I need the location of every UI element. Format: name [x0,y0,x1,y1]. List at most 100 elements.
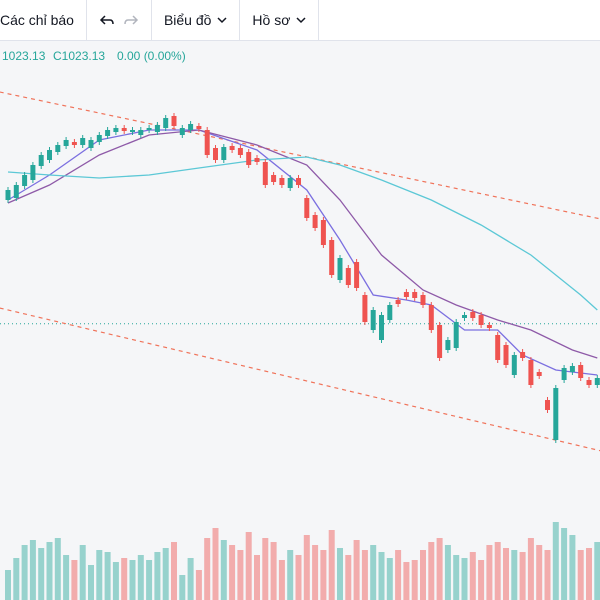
candle-body [312,215,318,228]
candle-body [503,345,509,365]
candle-body [420,295,426,305]
candle-body [229,146,235,150]
volume-bar [212,528,219,600]
candle-body [545,400,550,410]
candle-body [561,368,567,380]
candle-body [395,300,401,304]
volume-bar [195,570,202,600]
candle-body [486,325,492,328]
candle-body [171,116,177,126]
volume-bar [494,542,501,600]
candle-body [237,148,243,155]
candle-body [387,305,393,320]
candle-body [113,128,119,132]
candle-body [370,310,376,330]
trendline [0,307,600,452]
volume-bar [137,555,144,600]
volume-bar [411,560,418,600]
volume-bar [503,548,509,600]
volume-bar [511,550,518,600]
volume-bar [561,528,568,600]
volume-bar [295,555,302,600]
volume-bar [154,552,161,600]
volume-bar [378,552,385,600]
undo-icon[interactable] [99,15,114,25]
volume-bar [312,545,319,600]
candle-body [246,152,252,165]
volume-bar [403,562,410,600]
candle-body [437,325,443,358]
volume-bar [478,560,485,600]
volume-bar [63,555,70,600]
volume-bar [544,550,551,600]
legend-change: 0.00 (0.00%) [117,49,186,63]
volume-bar [287,550,294,600]
chevron [217,17,227,24]
volume-bar [29,540,36,600]
volume-bar [353,540,360,600]
volume-bar [13,558,20,600]
volume-bar [245,532,252,600]
volume-bar [54,538,61,600]
candle-body [71,142,77,145]
candle-body [47,150,52,160]
indicators-button[interactable]: Các chỉ báo [0,0,87,40]
candle-body [213,148,218,160]
candle-body [221,147,227,160]
candle-body [88,140,94,148]
candle-body [462,315,467,318]
volume-bar [254,555,260,600]
chart: 1023.13 C1023.13 0.00 (0.00%) [0,41,600,600]
candle-body [495,335,501,360]
volume-bar [237,550,244,600]
candle-body [320,220,326,245]
volume-bar [320,550,327,600]
candle-body [362,295,368,322]
volume-bar [444,545,451,600]
volume-bar [162,548,169,600]
candle-body [536,372,542,376]
chart-menu[interactable]: Biểu đồ [152,0,241,40]
candle-body [271,175,277,182]
volume-bar [79,545,86,600]
volume-bar [395,550,402,600]
volume-bar [262,538,269,600]
volume-bar [129,560,136,600]
volume-bar [121,558,128,600]
volume-bar [229,545,236,600]
volume-bar [337,548,343,600]
volume-bar [146,560,153,600]
candle-body [354,262,360,288]
volume-bar [552,522,559,600]
candle-body [379,315,384,340]
profile-menu[interactable]: Hồ sơ [240,0,320,40]
candle-body [254,158,260,162]
volume-bar [71,560,78,600]
volume-bar [179,575,186,600]
candle-body [445,340,451,350]
candle-body [279,178,285,185]
candle-body [304,198,310,218]
candle-body [511,355,517,375]
volume-bar [436,538,443,600]
candle-body [453,322,459,348]
volume-bar [104,552,111,600]
moving-average [7,156,598,311]
volume-bar [486,545,493,600]
candle-body [179,128,185,135]
candle-body [13,185,19,198]
candle-body [329,240,335,275]
candle-body [196,126,202,129]
undo-redo-icons[interactable] [99,12,139,28]
candle-body [412,292,418,298]
candle-body [5,190,11,200]
candle-body [22,175,28,186]
candle-body [96,135,102,142]
candle-body [520,352,526,358]
volume-bar [278,560,285,600]
candle-body [262,162,268,185]
candle-body [569,366,575,372]
candle-body [146,128,152,130]
candle-body [578,365,584,378]
